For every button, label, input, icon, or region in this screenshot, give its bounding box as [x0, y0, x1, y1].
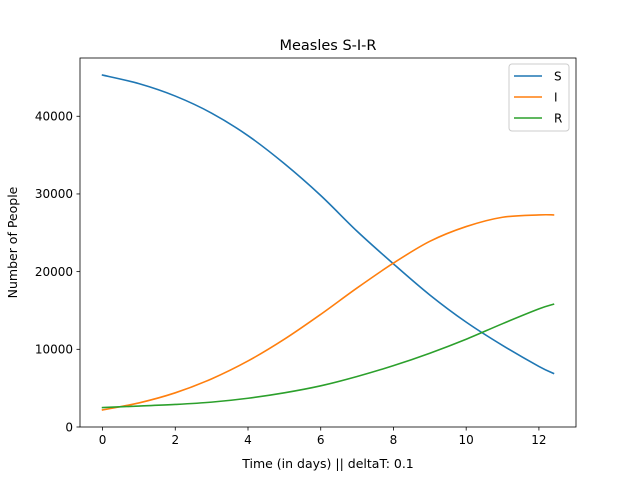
x-tick-label: 4 [244, 433, 252, 447]
plot-frame [79, 57, 577, 428]
x-tick-label: 8 [390, 433, 398, 447]
y-tick-label: 0 [65, 420, 73, 434]
y-tick-label: 10000 [35, 343, 73, 357]
y-tick-label: 20000 [35, 265, 73, 279]
legend-label-r: R [554, 111, 562, 125]
x-tick-label: 10 [459, 433, 474, 447]
plot-lines [101, 74, 555, 411]
legend-label-s: S [554, 69, 562, 83]
y-axis-label: Number of People [5, 186, 20, 298]
y-tick-label: 30000 [35, 187, 73, 201]
y-axis-ticks: 0 10000 20000 30000 40000 [35, 110, 80, 434]
series-line-r [101, 303, 555, 409]
y-tick-label: 40000 [35, 110, 73, 124]
x-tick-label: 12 [531, 433, 546, 447]
legend: SIR [508, 63, 570, 132]
x-tick-label: 6 [317, 433, 325, 447]
series-line-i [101, 213, 555, 411]
chart-title: Measles S-I-R [279, 38, 376, 54]
series-line-s [101, 74, 555, 375]
x-axis-label: Time (in days) || deltaT: 0.1 [241, 456, 414, 471]
x-tick-label: 2 [171, 433, 179, 447]
x-axis-ticks: 0 2 4 6 8 10 12 [99, 427, 547, 447]
x-tick-label: 0 [99, 433, 107, 447]
legend-label-i: I [554, 90, 558, 104]
